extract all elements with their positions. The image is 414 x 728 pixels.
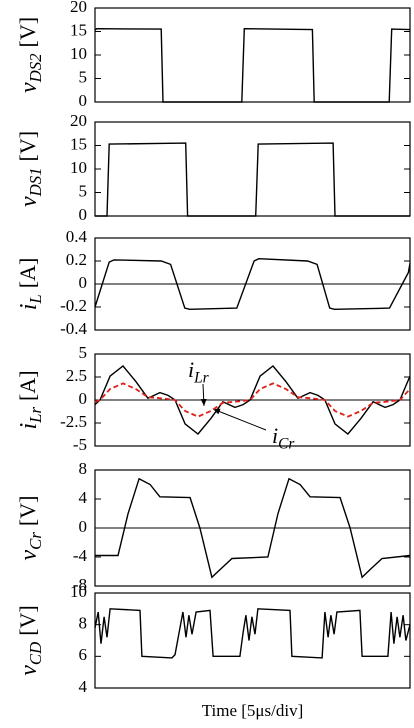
unit: [V] bbox=[15, 17, 40, 48]
y-tick-label: 0 bbox=[79, 517, 88, 536]
y-tick-label: -2.5 bbox=[60, 412, 87, 431]
arrow bbox=[212, 408, 267, 431]
data-line bbox=[95, 477, 411, 579]
y-tick-label: 5 bbox=[79, 67, 88, 86]
y-tick-label: 4 bbox=[79, 488, 88, 507]
data-line bbox=[94, 27, 411, 103]
y-tick-label: -0.4 bbox=[60, 319, 87, 338]
data-line bbox=[94, 257, 411, 311]
y-tick-label: 6 bbox=[79, 645, 88, 664]
y-tick-label: 0 bbox=[79, 205, 88, 224]
symbol: i bbox=[16, 304, 42, 311]
y-axis-label: vDS2 [V] bbox=[15, 17, 45, 93]
unit: [V] bbox=[15, 605, 40, 636]
subscript: Cr bbox=[278, 435, 295, 452]
y-tick-label: 15 bbox=[70, 20, 87, 39]
y-axis-label: iLr [A] bbox=[15, 370, 45, 429]
symbol: i bbox=[188, 357, 194, 382]
subscript: Cr bbox=[26, 532, 45, 550]
y-tick-label: -8 bbox=[73, 575, 87, 594]
symbol: v bbox=[16, 196, 42, 207]
y-tick-label: 10 bbox=[70, 158, 87, 177]
subscript: CD bbox=[26, 642, 45, 665]
plot-frame bbox=[94, 7, 411, 103]
symbol: i bbox=[272, 423, 278, 448]
data-line bbox=[95, 142, 410, 217]
y-tick-label: 8 bbox=[79, 614, 88, 633]
plot-frame bbox=[94, 592, 411, 689]
y-axis-label: vCD [V] bbox=[15, 605, 45, 676]
y-tick-label: 2.5 bbox=[66, 366, 87, 385]
y-axis-label: vDS1 [V] bbox=[15, 131, 45, 207]
subscript: Lr bbox=[26, 407, 45, 424]
y-tick-label: 15 bbox=[70, 134, 87, 153]
y-axis-label: vCr [V] bbox=[15, 496, 45, 561]
y-tick-label: -0.2 bbox=[60, 296, 87, 315]
y-axis-label: iL [A] bbox=[15, 258, 45, 311]
y-tick-label: 5 bbox=[79, 181, 88, 200]
subscript: Lr bbox=[193, 369, 210, 386]
y-tick-label: 4 bbox=[79, 677, 88, 696]
unit: [A] bbox=[15, 370, 40, 401]
y-tick-label: -5 bbox=[73, 435, 87, 454]
y-tick-label: 10 bbox=[70, 582, 87, 601]
y-tick-label: 0.4 bbox=[66, 227, 88, 246]
x-axis-label: Time [5μs/div] bbox=[202, 701, 304, 720]
y-tick-label: 0 bbox=[79, 91, 88, 110]
y-tick-label: 0 bbox=[79, 389, 88, 408]
annotation: iCr bbox=[272, 423, 295, 452]
y-tick-label: 0.2 bbox=[66, 250, 87, 269]
y-tick-label: 0 bbox=[79, 273, 88, 292]
y-tick-label: -4 bbox=[73, 546, 88, 565]
data-line bbox=[94, 608, 411, 659]
unit: [V] bbox=[15, 496, 40, 527]
subscript: L bbox=[26, 294, 45, 304]
arrow bbox=[200, 383, 207, 407]
y-tick-label: 8 bbox=[79, 459, 88, 478]
subscript: DS2 bbox=[26, 53, 45, 84]
unit: [V] bbox=[15, 131, 40, 162]
y-tick-label: 5 bbox=[79, 343, 88, 362]
symbol: v bbox=[16, 549, 42, 560]
symbol: i bbox=[16, 423, 42, 430]
annotation: iLr bbox=[188, 357, 210, 386]
plot-frame bbox=[94, 121, 411, 217]
data-line bbox=[94, 365, 411, 435]
y-tick-label: 20 bbox=[70, 111, 87, 130]
symbol: v bbox=[16, 665, 42, 676]
subscript: DS1 bbox=[26, 167, 45, 197]
symbol: v bbox=[16, 82, 42, 93]
y-tick-label: 10 bbox=[70, 44, 87, 63]
unit: [A] bbox=[15, 258, 40, 289]
y-tick-label: 20 bbox=[70, 0, 87, 16]
